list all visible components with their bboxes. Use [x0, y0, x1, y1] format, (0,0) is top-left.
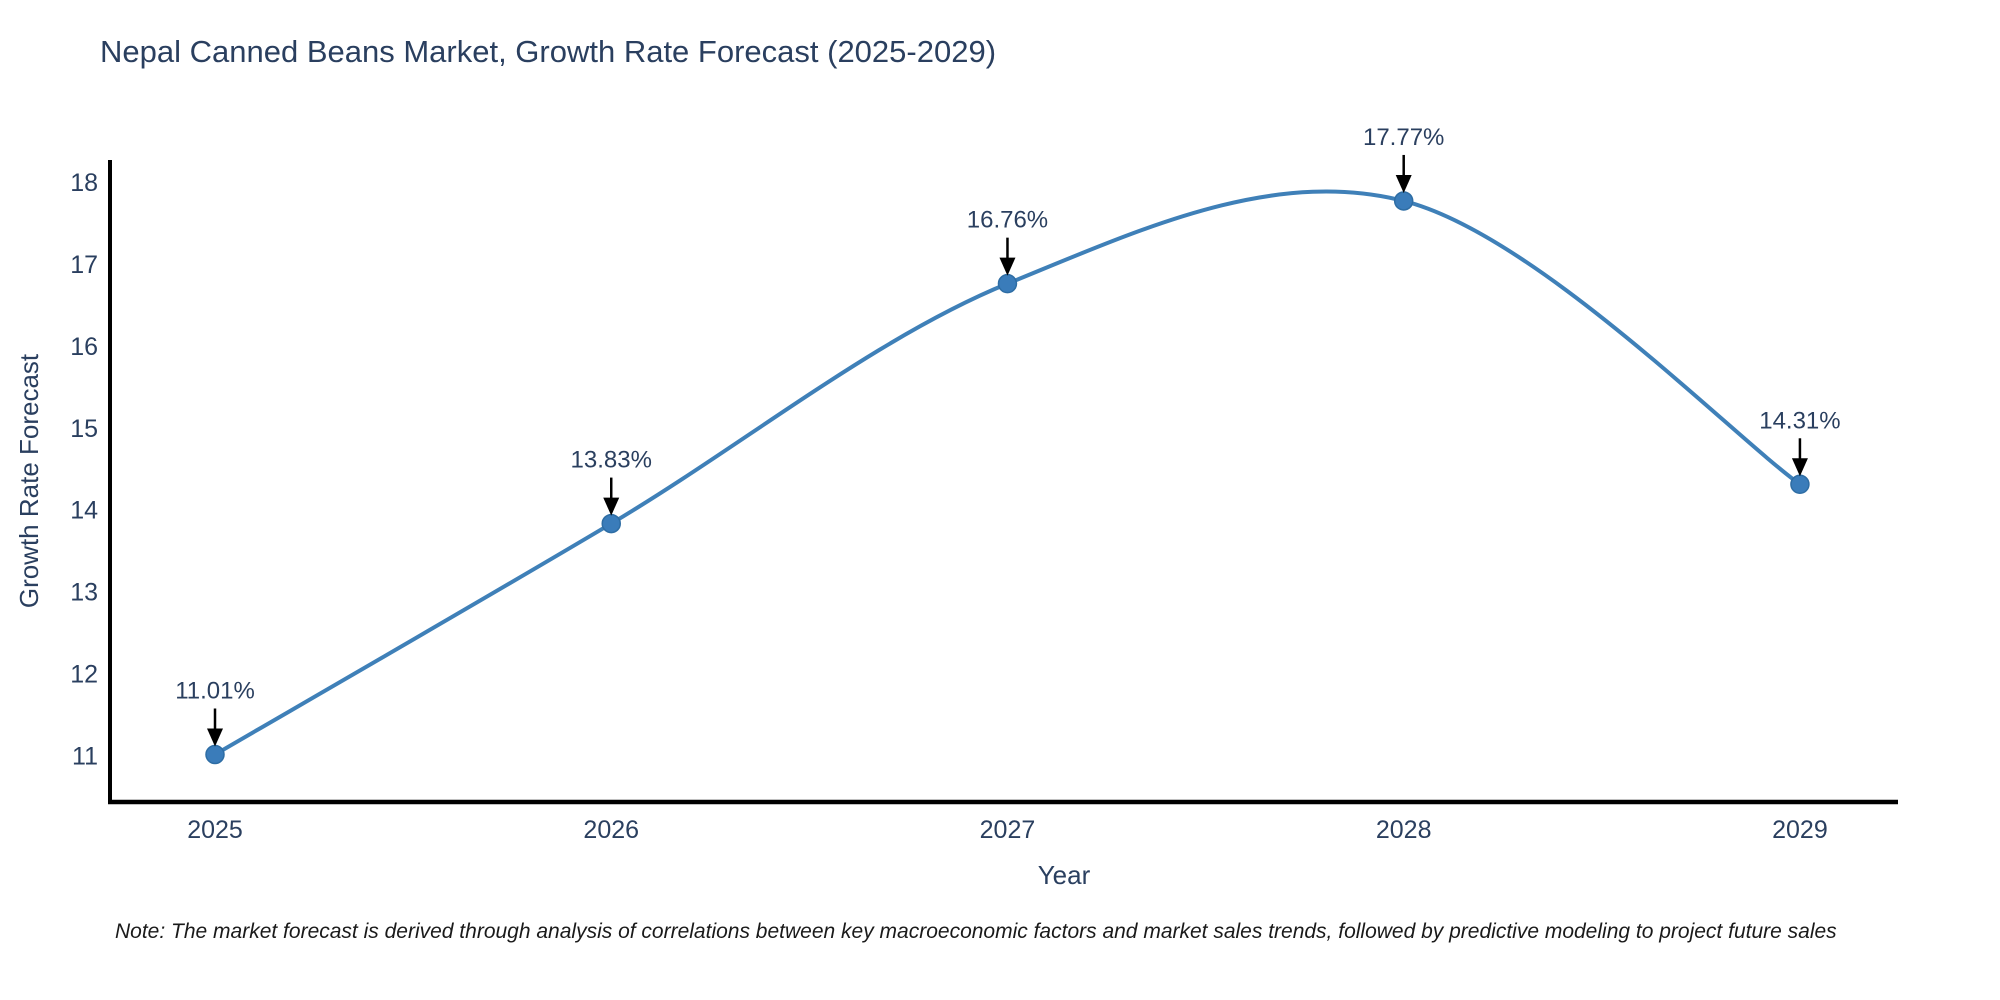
annotation-arrow-head: [207, 728, 224, 747]
y-tick-label: 15: [70, 415, 98, 443]
data-point-marker[interactable]: [997, 273, 1018, 294]
x-tick-label: 2028: [1376, 816, 1432, 844]
y-tick-label: 18: [70, 169, 98, 197]
y-tick-label: 11: [72, 742, 98, 770]
data-point-label: 11.01%: [175, 678, 255, 705]
y-tick-label: 17: [70, 251, 98, 279]
annotation-arrow-head: [1395, 174, 1412, 193]
data-point-label: 13.83%: [571, 447, 652, 474]
data-point-marker[interactable]: [1790, 474, 1810, 495]
annotation-arrow-head: [603, 497, 620, 516]
data-point-label: 16.76%: [967, 207, 1048, 234]
y-tick-label: 12: [70, 660, 98, 688]
annotation-arrow-head: [1791, 458, 1808, 477]
chart-title: Nepal Canned Beans Market, Growth Rate F…: [100, 34, 997, 69]
data-point-marker[interactable]: [601, 513, 621, 534]
annotation-arrow-head: [999, 257, 1016, 276]
data-point-marker[interactable]: [205, 744, 225, 765]
x-tick-label: 2029: [1772, 816, 1828, 844]
x-tick-label: 2025: [187, 816, 243, 844]
y-tick-label: 16: [70, 333, 98, 361]
x-tick-label: 2027: [980, 816, 1036, 844]
y-tick-label: 13: [70, 579, 98, 607]
x-axis-title: Year: [1038, 860, 1091, 890]
x-tick-label: 2026: [583, 816, 639, 844]
footnote: Note: The market forecast is derived thr…: [115, 920, 1837, 943]
data-point-label: 17.77%: [1363, 124, 1444, 151]
y-tick-label: 14: [70, 497, 98, 525]
data-point-marker[interactable]: [1393, 191, 1414, 211]
data-point-label: 14.31%: [1759, 407, 1840, 434]
y-axis-title: Growth Rate Forecast: [14, 353, 44, 608]
